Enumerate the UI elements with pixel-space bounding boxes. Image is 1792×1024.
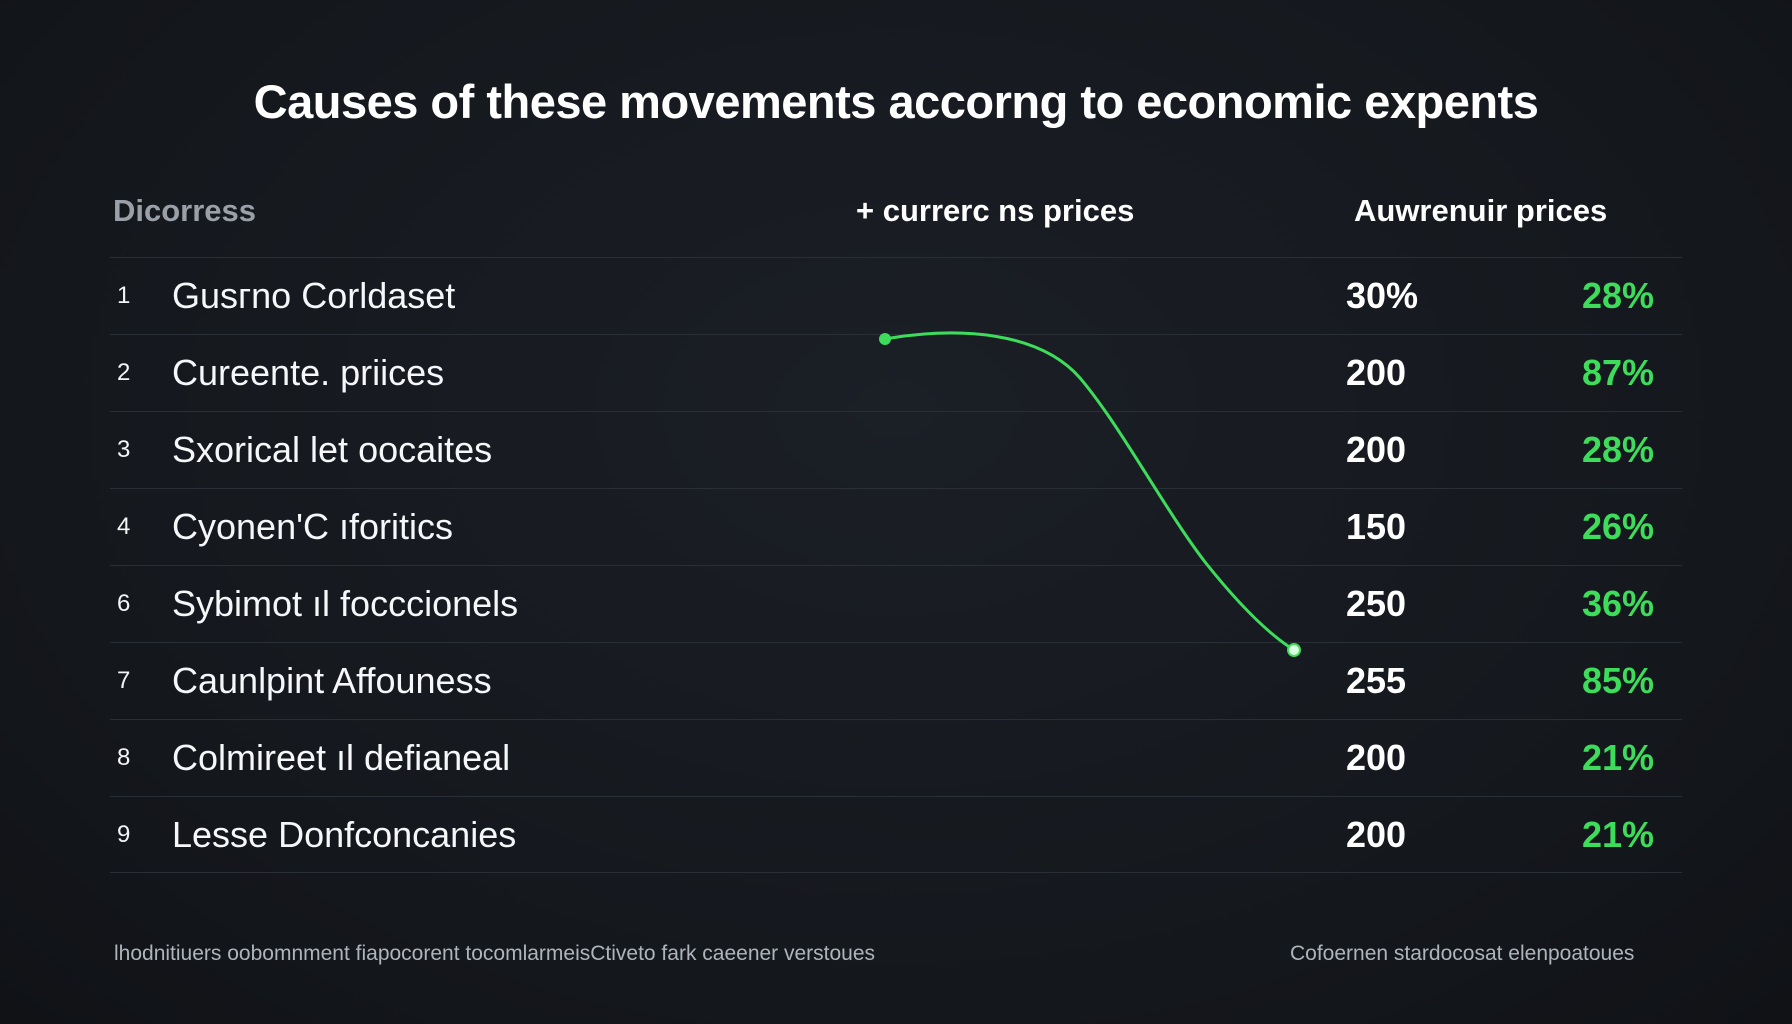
row-percent: 28% (1582, 429, 1655, 470)
row-label: Colmireet ıl defianeal (172, 737, 511, 778)
row-number: 3 (117, 436, 131, 463)
row-value: 200 (1346, 737, 1407, 778)
row-number: 9 (117, 821, 131, 848)
row-label: Cyonen'C ıforitics (172, 506, 453, 547)
divider (110, 872, 1682, 873)
row-percent: 21% (1582, 737, 1655, 778)
row-percent: 26% (1582, 506, 1655, 547)
table-row: 1 Gusгno Corldaset 30% 28% (0, 258, 1792, 335)
row-percent: 28% (1582, 275, 1655, 316)
row-number: 6 (117, 590, 131, 617)
row-value: 150 (1346, 506, 1407, 547)
row-value: 200 (1346, 429, 1407, 470)
row-label: Sxorical let oocaites (172, 429, 493, 470)
row-percent: 85% (1582, 660, 1655, 701)
row-label: Lesse Donfconcanies (172, 814, 517, 855)
table-row: 8 Colmireet ıl defianeal 200 21% (0, 720, 1792, 797)
row-number: 1 (117, 282, 131, 309)
table-row: 9 Lesse Donfconcanies 200 21% (0, 797, 1792, 874)
table-row: 3 Sxorical let oocaites 200 28% (0, 412, 1792, 489)
divider (110, 796, 1682, 797)
row-number: 2 (117, 359, 131, 386)
footer-note-right: Cofoernen stardocosat elenpoatoues (1290, 942, 1635, 965)
table-row: 2 Cureente. priices 200 87% (0, 335, 1792, 412)
column-header-current-prices: + currerc ns prices (856, 193, 1135, 228)
row-number: 8 (117, 744, 131, 771)
row-percent: 21% (1582, 814, 1655, 855)
table-row: 4 Cyonen'C ıforitics 150 26% (0, 489, 1792, 566)
row-label: Gusгno Corldaset (172, 275, 456, 316)
divider (110, 719, 1682, 720)
row-value: 200 (1346, 814, 1407, 855)
row-value: 30% (1346, 275, 1419, 316)
row-label: Caunlpint Affouness (172, 660, 492, 701)
column-header-description: Dicorress (113, 193, 257, 228)
row-value: 200 (1346, 352, 1407, 393)
row-percent: 36% (1582, 583, 1655, 624)
row-label: Sybimot ıl focccionels (172, 583, 519, 624)
page-title: Causes of these movements accorng to eco… (253, 75, 1539, 128)
table-row: 6 Sybimot ıl focccionels 250 36% (0, 566, 1792, 643)
row-percent: 87% (1582, 352, 1655, 393)
table-row: 7 Caunlpint Affouness 255 85% (0, 643, 1792, 720)
column-header-average-prices: Auwrenuir prices (1354, 193, 1608, 228)
divider (110, 257, 1682, 258)
row-label: Cureente. priices (172, 352, 445, 393)
footer-note-left: lhodnitiuers oobomnment fiapocorent toco… (114, 942, 876, 965)
row-number: 7 (117, 667, 131, 694)
row-value: 255 (1346, 660, 1407, 701)
row-number: 4 (117, 513, 131, 540)
row-value: 250 (1346, 583, 1407, 624)
